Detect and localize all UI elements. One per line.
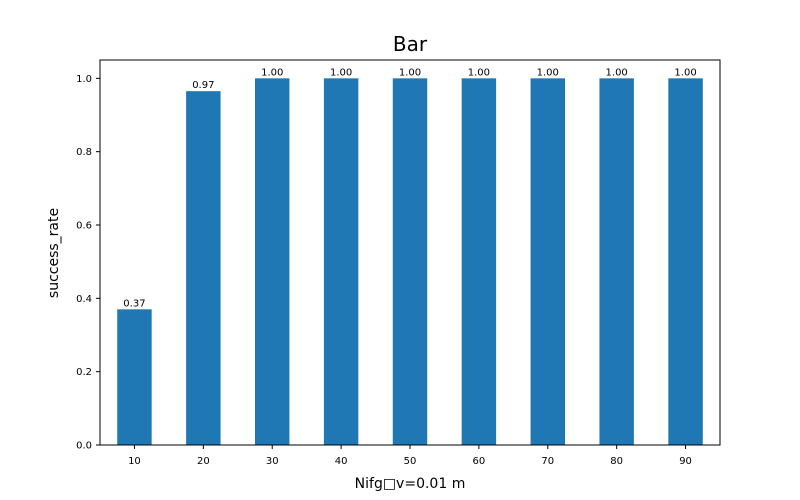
bar-value-label: 0.97 [192,80,214,91]
bar-value-label: 0.37 [123,298,145,309]
bar-value-label: 1.00 [606,67,628,78]
y-tick-label: 0.2 [76,367,92,378]
bar-value-label: 1.00 [330,67,352,78]
x-tick-label: 40 [335,456,348,467]
plot-frame [99,59,721,446]
bar-value-label: 1.00 [674,67,696,78]
x-axis-title: Nifg□v=0.01 m [355,476,466,492]
bar-50 [392,78,428,445]
y-axis-title: success_rate [46,208,62,298]
bar-20 [186,91,221,446]
y-tick-label: 0.6 [76,221,92,232]
bar-60 [461,78,497,445]
bar-value-label: 1.00 [537,67,559,78]
bar-value-label: 1.00 [261,67,283,78]
x-tick-label: 90 [679,456,692,467]
bar-40 [323,78,359,445]
data-labels-layer: 0.37 0.97 1.00 1.00 1.00 1.00 1.00 1.00 1.00 [123,67,696,309]
x-tick-label: 20 [197,456,210,467]
x-axis: 10 20 30 40 50 60 70 80 90 [128,445,692,467]
bar-70 [530,78,565,445]
x-tick-label: 50 [404,456,417,467]
bar-value-label: 1.00 [399,67,421,78]
bars-layer [117,78,703,446]
x-tick-label: 80 [610,456,623,467]
bar-90 [668,78,703,445]
bar-80 [599,78,634,445]
chart-title: Bar [393,32,428,56]
x-tick-label: 70 [541,456,554,467]
y-tick-label: 0.4 [76,294,92,305]
bar-10 [117,309,152,445]
bar-value-label: 1.00 [468,67,490,78]
bar-30 [255,78,290,445]
y-tick-label: 1.0 [76,74,92,85]
x-tick-label: 30 [266,456,279,467]
x-tick-label: 10 [128,456,141,467]
y-tick-label: 0.8 [76,147,92,158]
x-tick-label: 60 [473,456,486,467]
y-tick-label: 0.0 [76,441,92,452]
y-axis: 0.0 0.2 0.4 0.6 0.8 1.0 [76,74,100,452]
